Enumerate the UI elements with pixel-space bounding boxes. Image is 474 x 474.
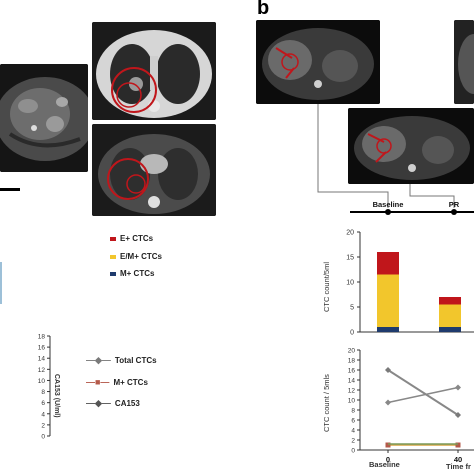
y-tick-label: 14 [38, 356, 46, 363]
diamond-marker-icon: —◆— [86, 355, 111, 365]
y-tick-label: 14 [348, 378, 356, 385]
y-tick-label: 4 [41, 411, 45, 418]
panel-label-b: b [257, 0, 270, 19]
y-tick-label: 12 [38, 367, 46, 374]
mri-scan-far-right [454, 20, 474, 104]
y-tick-label: 10 [38, 378, 46, 385]
data-point [385, 442, 391, 448]
mri-scan-pr [348, 108, 474, 184]
y-tick-label: 5 [350, 305, 354, 312]
bar-segment [377, 252, 399, 275]
x-tick-label: 0 [386, 455, 390, 464]
bar-segment [439, 304, 461, 327]
series-line [387, 369, 459, 416]
legend-swatch [110, 236, 116, 241]
legend-label: CA153 [114, 399, 140, 408]
legend-item-em-ctcs: E/M+ CTCs [110, 252, 162, 261]
y-tick-label: 12 [348, 388, 356, 395]
legend-label: M+ CTCs [120, 269, 155, 278]
square-marker-icon: —■— [86, 377, 110, 387]
legend-swatch [110, 254, 116, 259]
bar-segment [377, 274, 399, 327]
timeline-label-pr: PR [448, 200, 460, 209]
legend-swatch [110, 271, 116, 276]
data-point [455, 384, 461, 391]
bar-segment [439, 297, 461, 305]
data-point [385, 399, 391, 406]
y-tick-label: 8 [351, 408, 355, 415]
y-tick-label: 16 [38, 345, 46, 352]
ca153-axis-label: CA153 (U/ml) [53, 374, 60, 418]
data-point [455, 412, 461, 418]
y-tick-label: 0 [350, 330, 354, 337]
y-tick-label: 6 [351, 418, 355, 425]
scale-bar [0, 188, 20, 191]
legend-label: E+ CTCs [120, 234, 154, 243]
mri-scan-baseline [256, 20, 380, 104]
y-tick-label: 6 [41, 400, 45, 407]
series-line [387, 386, 459, 404]
legend-item-m-ctcs: M+ CTCs [110, 269, 154, 278]
y-tick-label: 15 [346, 255, 354, 262]
ctc-line-chart: 0 2 4 6 8 10 12 14 16 18 20 0 40 [348, 348, 474, 464]
bar-chart-y-label: CTC count/5ml [322, 261, 331, 312]
y-tick-label: 16 [348, 368, 356, 375]
legend-item-ca153: —◆— CA153 [86, 398, 140, 409]
legend-item-e-ctcs: E+ CTCs [110, 234, 153, 243]
y-tick-label: 8 [41, 389, 45, 396]
legend-label: M+ CTCs [113, 377, 148, 387]
ct-scan-chest-bottom [92, 124, 216, 216]
bar-segment [439, 327, 461, 332]
y-tick-label: 18 [38, 334, 46, 341]
ct-scan-lung-top [92, 22, 216, 120]
y-tick-label: 20 [348, 348, 356, 355]
legend-item-total-ctcs: —◆— Total CTCs [86, 355, 157, 366]
y-tick-label: 2 [351, 438, 355, 445]
ca153-axis-chart: 0 2 4 6 8 10 12 14 16 18 [38, 334, 51, 441]
data-point [455, 442, 461, 448]
chart-fragment-left [0, 262, 2, 304]
y-tick-label: 4 [351, 428, 355, 435]
y-tick-label: 18 [348, 358, 356, 365]
ctc-bar-chart: 0 5 10 15 20 [346, 230, 474, 337]
legend-label: Total CTCs [114, 356, 157, 365]
y-tick-label: 0 [351, 448, 355, 455]
y-tick-label: 0 [41, 434, 45, 441]
y-tick-label: 10 [348, 398, 356, 405]
data-point [385, 367, 391, 373]
diamond-marker-icon: —◆— [86, 398, 111, 408]
line-chart-x-label: Time fr [446, 462, 471, 471]
y-tick-label: 2 [41, 422, 45, 429]
line-chart-x-sub: Baseline [369, 460, 400, 469]
legend-label: E/M+ CTCs [120, 252, 163, 261]
timeline-label-baseline: Baseline [372, 200, 404, 209]
bar-segment [377, 327, 399, 332]
legend-item-m-ctcs-line: —■— M+ CTCs [86, 377, 148, 387]
line-chart-y-label: CTC count / 5mls [322, 374, 331, 432]
y-tick-label: 20 [346, 230, 354, 237]
y-tick-label: 10 [346, 280, 354, 287]
mri-scan-image-left [0, 64, 88, 172]
x-tick-label: 40 [454, 455, 462, 464]
